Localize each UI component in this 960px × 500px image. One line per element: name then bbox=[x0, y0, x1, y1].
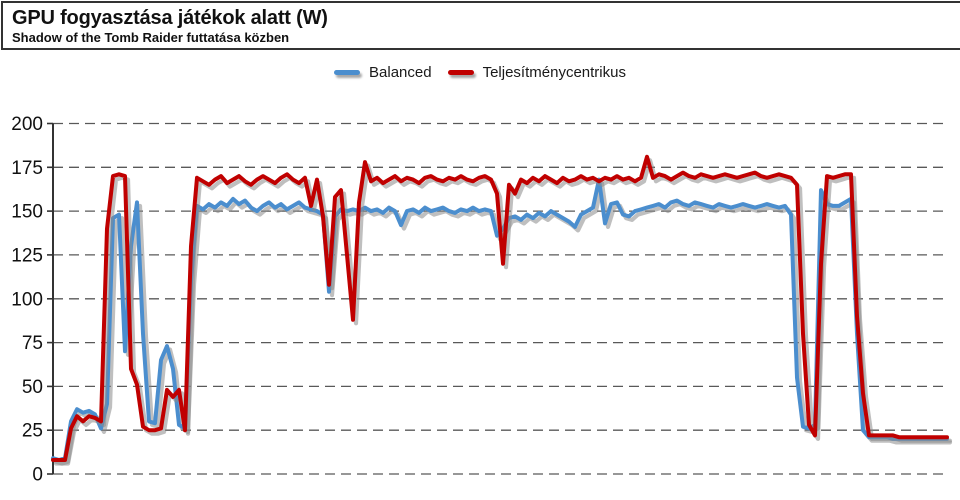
legend-marker-icon bbox=[447, 70, 474, 75]
series-teljes-tm-nycentrikus-line bbox=[51, 154, 949, 462]
y-axis-label-100: 100 bbox=[11, 289, 43, 310]
legend-label: Teljesítménycentrikus bbox=[482, 64, 626, 81]
chart-header: GPU fogyasztása játékok alatt (W) Shadow… bbox=[1, 1, 960, 50]
y-axis-label-125: 125 bbox=[11, 245, 43, 266]
y-axis-label-25: 25 bbox=[22, 421, 43, 442]
legend-item-balanced: Balanced bbox=[334, 64, 432, 81]
y-axis-label-200: 200 bbox=[11, 114, 43, 135]
chart-title: GPU fogyasztása játékok alatt (W) bbox=[12, 7, 328, 29]
y-axis-label-0: 0 bbox=[32, 465, 43, 486]
legend-label: Balanced bbox=[369, 64, 432, 81]
chart-subtitle: Shadow of the Tomb Raider futtatása közb… bbox=[12, 30, 290, 45]
y-axis-label-175: 175 bbox=[11, 158, 43, 179]
legend-item-teljesítménycentrikus: Teljesítménycentrikus bbox=[447, 64, 626, 81]
y-axis-label-150: 150 bbox=[11, 202, 43, 223]
y-axis-label-75: 75 bbox=[22, 333, 43, 354]
chart-legend: Balanced Teljesítménycentrikus bbox=[0, 64, 960, 81]
legend-marker-icon bbox=[334, 70, 361, 75]
y-axis-label-50: 50 bbox=[22, 377, 43, 398]
